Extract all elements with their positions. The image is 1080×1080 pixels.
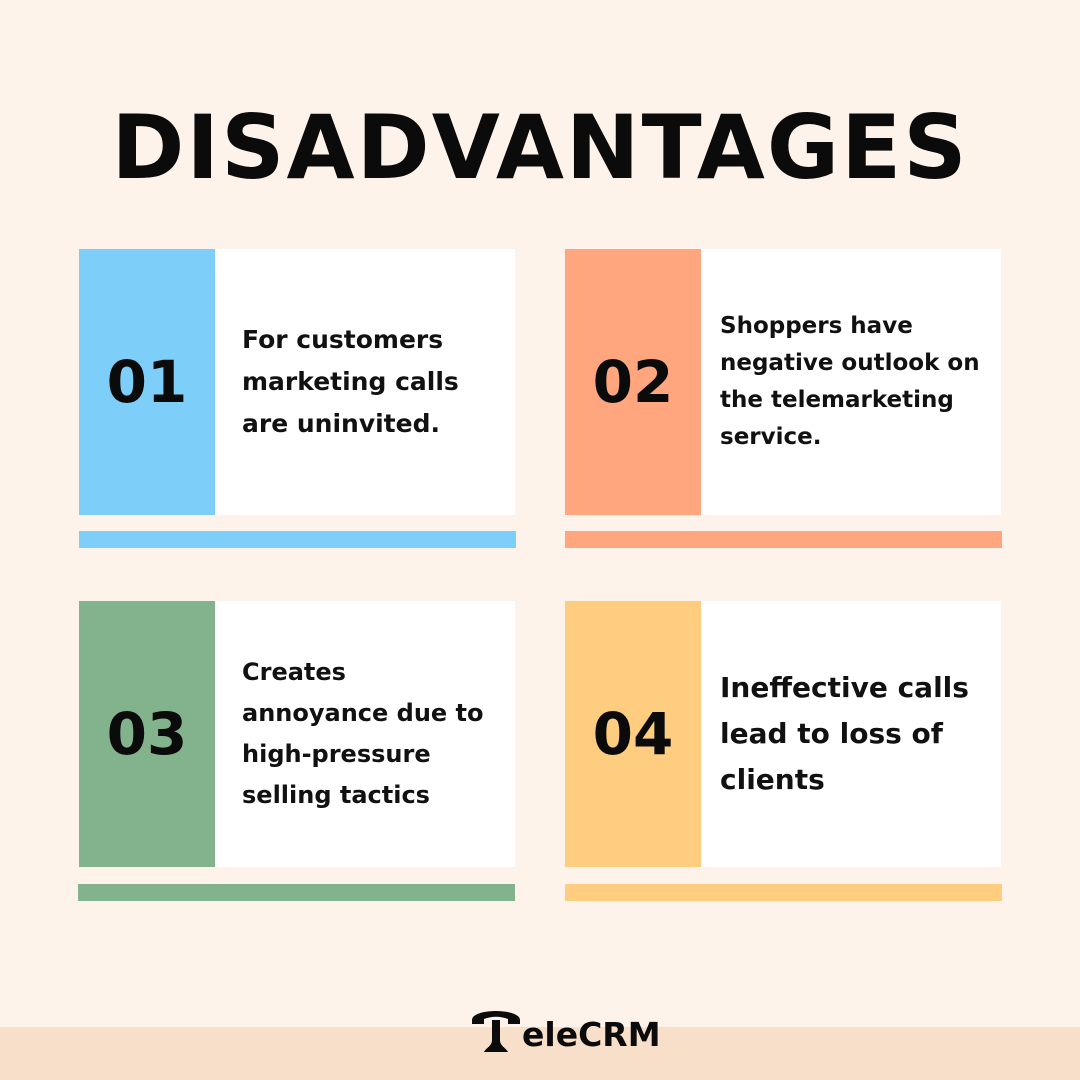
footer-band — [0, 1027, 1080, 1080]
card-text: Shoppers have negative outlook on the te… — [720, 313, 980, 450]
card-number: 04 — [565, 601, 701, 867]
accent-bar-1 — [79, 531, 516, 548]
disadvantage-card-4: 04 Ineffective calls lead to loss of cli… — [565, 601, 1001, 867]
card-number: 02 — [565, 249, 701, 515]
logo-text: eleCRM — [522, 1015, 661, 1054]
disadvantage-card-1: 01 For customers marketing calls are uni… — [79, 249, 515, 515]
card-number: 01 — [79, 249, 215, 515]
card-text: Ineffective calls lead to loss of client… — [720, 671, 969, 796]
accent-bar-3 — [78, 884, 515, 901]
page-title: DISADVANTAGES — [111, 96, 969, 199]
card-number: 03 — [79, 601, 215, 867]
card-text: Creates annoyance due to high-pressure s… — [242, 658, 484, 809]
telecrm-logo: eleCRM — [470, 1004, 661, 1054]
accent-bar-2 — [565, 531, 1002, 548]
accent-bar-4 — [565, 884, 1002, 901]
telephone-icon — [472, 1011, 520, 1052]
card-text: For customers marketing calls are uninvi… — [242, 325, 459, 438]
disadvantage-card-3: 03 Creates annoyance due to high-pressur… — [79, 601, 515, 867]
disadvantage-card-2: 02 Shoppers have negative outlook on the… — [565, 249, 1001, 515]
